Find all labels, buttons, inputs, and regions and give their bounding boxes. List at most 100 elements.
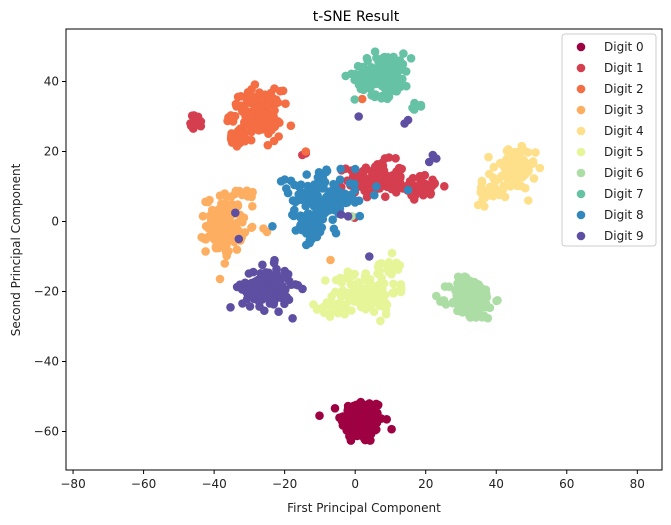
scatter-point: [268, 222, 277, 231]
legend-marker: [576, 42, 586, 52]
scatter-point: [298, 284, 307, 294]
plot-frame: [65, 28, 663, 471]
scatter-point: [192, 115, 201, 124]
scatter-point: [234, 234, 244, 244]
legend-label: Digit 6: [604, 166, 644, 180]
scatter-point: [498, 185, 508, 195]
x-tick-label: 0: [351, 477, 359, 491]
scatter-point: [256, 277, 266, 287]
legend-marker: [576, 168, 586, 178]
scatter-point: [357, 303, 367, 312]
y-tick-label: 0: [51, 215, 59, 229]
scatter-point: [288, 210, 297, 220]
scatter-point: [356, 73, 365, 83]
scatter-point: [377, 94, 386, 103]
scatter-point: [367, 417, 376, 426]
scatter-point: [372, 182, 381, 191]
scatter-point: [244, 120, 253, 130]
scatter-point: [358, 166, 368, 176]
scatter-point: [343, 196, 353, 205]
scatter-point: [248, 202, 257, 211]
scatter-point: [245, 302, 255, 311]
scatter-point: [457, 301, 467, 310]
scatter-point: [246, 135, 256, 145]
scatter-point: [314, 304, 324, 314]
scatter-point: [343, 212, 353, 221]
scatter-point: [480, 300, 490, 310]
scatter-point: [274, 307, 283, 317]
scatter-point: [485, 169, 494, 179]
y-axis-ticks: −60 −40 −20 0 20 40: [34, 75, 66, 439]
scatter-point: [197, 232, 206, 242]
legend-item: Digit 6: [576, 166, 644, 180]
scatter-point: [307, 234, 317, 244]
x-tick-label: 60: [559, 477, 574, 491]
scatter-point: [263, 140, 273, 150]
y-tick-label: 20: [44, 145, 59, 159]
scatter-point: [455, 282, 464, 292]
scatter-point: [302, 229, 311, 238]
scatter-point: [336, 290, 345, 299]
scatter-point: [217, 199, 226, 209]
scatter-point: [295, 223, 305, 233]
scatter-point: [448, 297, 458, 307]
scatter-point: [408, 173, 418, 183]
scatter-point: [381, 73, 391, 82]
scatter-point: [264, 97, 274, 106]
scatter-point: [373, 269, 382, 278]
scatter-point: [348, 418, 358, 427]
scatter-point: [310, 186, 320, 195]
scatter-point: [260, 306, 269, 316]
scatter-point: [302, 170, 312, 179]
scatter-point: [226, 303, 235, 312]
scatter-point: [340, 189, 349, 198]
scatter-point: [301, 201, 311, 210]
scatter-point: [318, 184, 327, 193]
scatter-point: [243, 88, 253, 97]
scatter-point: [201, 197, 210, 207]
legend-marker: [576, 189, 586, 199]
series-digit-2: [223, 80, 367, 156]
scatter-point: [329, 179, 338, 189]
scatter-point: [278, 273, 287, 283]
scatter-point: [359, 432, 369, 441]
scatter-point: [218, 240, 228, 250]
scatter-point: [522, 164, 532, 173]
scatter-point: [391, 182, 400, 191]
scatter-point: [362, 294, 371, 303]
legend-item: Digit 1: [576, 61, 644, 75]
x-tick-label: −20: [272, 477, 297, 491]
scatter-point: [254, 126, 263, 135]
scatter-point: [286, 280, 296, 290]
scatter-point: [352, 279, 362, 289]
scatter-point: [367, 424, 377, 433]
scatter-point: [201, 247, 210, 256]
legend-label: Digit 2: [604, 82, 644, 96]
scatter-point: [439, 296, 449, 305]
scatter-point: [350, 95, 360, 104]
scatter-point: [390, 287, 400, 296]
legend-marker: [576, 210, 586, 220]
scatter-point: [489, 162, 499, 172]
legend-item: Digit 2: [576, 82, 644, 96]
legend-marker: [576, 63, 586, 73]
scatter-point: [409, 105, 419, 114]
scatter-point: [367, 63, 376, 72]
scatter-point: [382, 415, 392, 424]
legend-item: Digit 0: [576, 40, 644, 54]
scatter-point: [336, 210, 346, 219]
scatter-point: [387, 424, 396, 434]
scatter-point: [321, 276, 330, 285]
scatter-point: [201, 221, 211, 231]
scatter-point: [343, 267, 353, 277]
scatter-point: [220, 259, 230, 268]
scatter-point: [219, 228, 229, 238]
scatter-point: [401, 67, 411, 76]
series-digit-4: [473, 141, 545, 211]
scatter-point: [513, 147, 523, 157]
scatter-point: [498, 160, 507, 169]
scatter-point: [330, 404, 340, 413]
scatter-point: [279, 289, 289, 299]
scatter-point: [358, 419, 368, 428]
